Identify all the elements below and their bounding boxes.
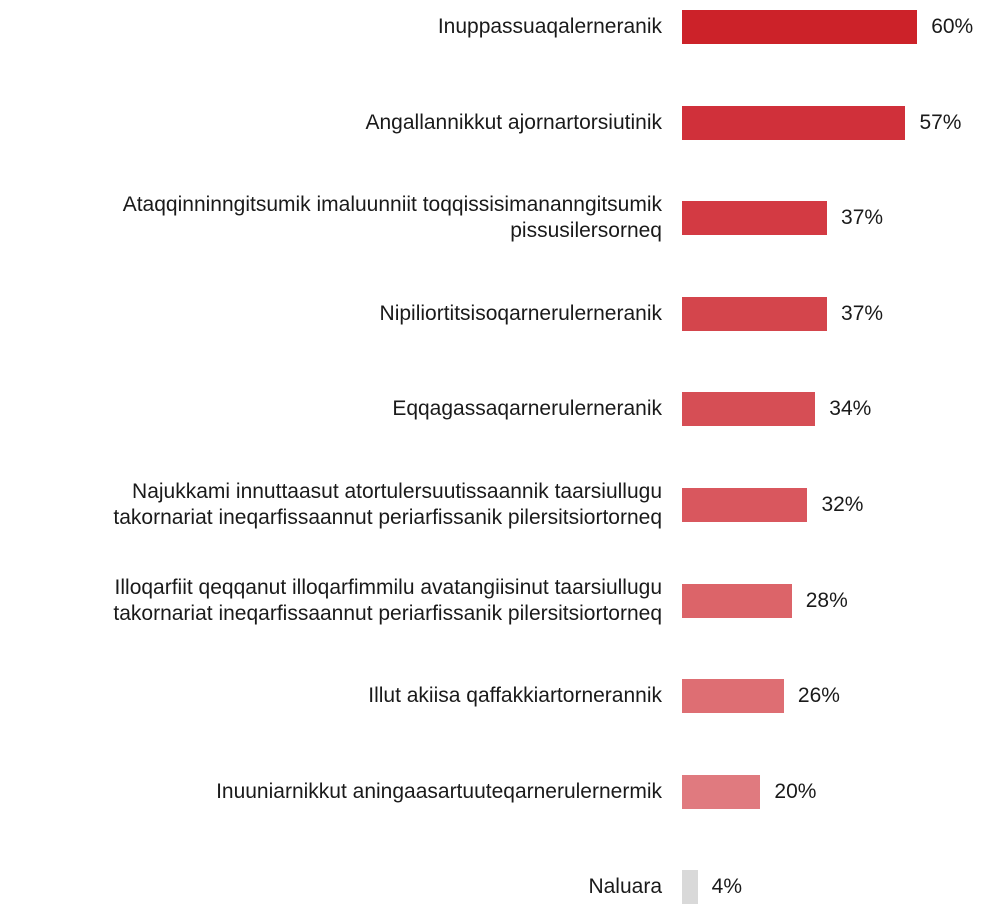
- value-label: 37%: [841, 301, 884, 325]
- value-label: 28%: [805, 588, 848, 612]
- bar: [682, 870, 698, 904]
- category-label: Angallannikkut ajornartorsiutinik: [365, 110, 663, 134]
- bar: [682, 679, 784, 714]
- value-label: 32%: [821, 493, 864, 516]
- category-label: Nipiliortitsisoqarnerulerneranik: [379, 301, 662, 325]
- category-label: Inuppassuaqalerneranik: [437, 15, 662, 38]
- category-label: Illut akiisa qaffakkiartornerannik: [368, 684, 662, 708]
- bar: [682, 774, 761, 809]
- value-label: 20%: [774, 779, 817, 803]
- value-label: 57%: [919, 110, 962, 134]
- value-label: 4%: [711, 875, 743, 899]
- category-label: Inuuniarnikkut aningaasartuuteqarneruler…: [216, 779, 662, 803]
- category-label: Naluara: [588, 875, 662, 899]
- category-label: Illoqarfiit qeqqanut illoqarfimmilu avat…: [113, 575, 662, 625]
- bar: [682, 583, 792, 618]
- value-label: 34%: [829, 397, 872, 421]
- bar: [682, 488, 808, 522]
- bar: [682, 392, 816, 427]
- bar: [682, 201, 828, 236]
- value-label: 60%: [931, 15, 974, 38]
- value-label: 37%: [841, 206, 884, 230]
- bar: [682, 296, 828, 331]
- value-label: 26%: [797, 684, 840, 708]
- bar: [682, 105, 906, 140]
- category-label: Eqqagassaqarnerulerneranik: [392, 397, 662, 421]
- category-label: Najukkami innuttaasut atortulersuutissaa…: [113, 480, 662, 529]
- bar: [682, 10, 918, 44]
- category-label: Ataqqinninngitsumik imaluunniit toqqissi…: [122, 193, 662, 243]
